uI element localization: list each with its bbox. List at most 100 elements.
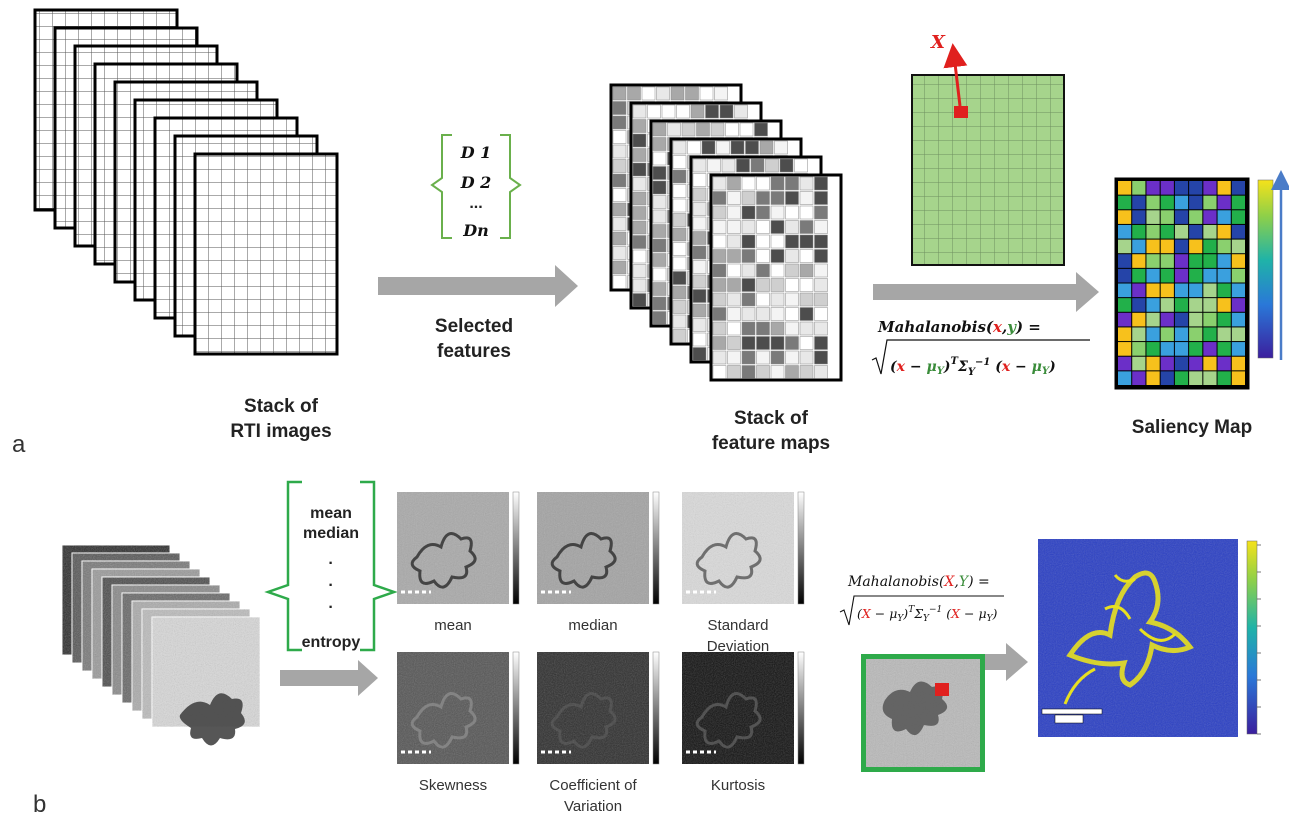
saliency-cell — [1231, 356, 1245, 371]
pixel-selection-image — [861, 654, 985, 772]
saliency-cell — [1189, 298, 1203, 312]
saliency-result-image — [1038, 539, 1238, 737]
saliency-cell — [1189, 254, 1203, 268]
feature-entropy: entropy — [302, 634, 361, 651]
saliency-cell — [1146, 239, 1160, 254]
stat-map-label: Deviation — [707, 638, 770, 655]
saliency-cell — [1174, 298, 1189, 312]
arrow-to-feature-maps — [378, 265, 578, 307]
saliency-cell — [1189, 210, 1203, 224]
descriptor-n: Dn — [462, 221, 489, 240]
saliency-cell — [1146, 312, 1160, 327]
selected-features-label-line1: Selected — [435, 316, 513, 337]
saliency-cell — [1146, 224, 1160, 239]
saliency-cell — [1160, 371, 1174, 385]
saliency-cell — [1146, 298, 1160, 312]
saliency-cell — [1174, 239, 1189, 254]
saliency-cell — [1217, 327, 1231, 342]
stat-map-median: median — [537, 491, 660, 634]
saliency-cell — [1231, 312, 1245, 327]
saliency-cell — [1118, 181, 1132, 195]
saliency-cell — [1132, 195, 1146, 210]
saliency-cell — [1132, 342, 1146, 356]
stat-map-label: median — [568, 617, 617, 634]
saliency-cell — [1189, 224, 1203, 239]
saliency-cell — [1174, 195, 1189, 210]
mahalanobis-formula-a: Mahalanobis(x,y) = (x − μY)TΣY−1 (x − μY… — [871, 318, 1090, 378]
saliency-cell — [1189, 371, 1203, 385]
saliency-cell — [1160, 327, 1174, 342]
saliency-cell — [1132, 312, 1146, 327]
saliency-cell — [1217, 195, 1231, 210]
saliency-cell — [1160, 342, 1174, 356]
saliency-cell — [1174, 268, 1189, 283]
saliency-cell — [1132, 224, 1146, 239]
saliency-cell — [1217, 224, 1231, 239]
saliency-cell — [1132, 254, 1146, 268]
saliency-cell — [1118, 254, 1132, 268]
saliency-cell — [1160, 312, 1174, 327]
feature-stack-label-line1: Stack of — [734, 408, 809, 429]
saliency-cell — [1231, 283, 1245, 298]
saliency-cell — [1132, 283, 1146, 298]
raw-image-stack — [61, 544, 261, 746]
stat-map-std: Standard Deviation — [682, 491, 805, 655]
saliency-cell — [1118, 371, 1132, 385]
saliency-cell — [1146, 371, 1160, 385]
stat-map-label: mean — [434, 617, 472, 634]
stat-map-skew: Skewness — [397, 651, 520, 794]
saliency-cell — [1203, 312, 1217, 327]
rti-stack-label-line2: RTI images — [230, 421, 331, 442]
saliency-cell — [1231, 195, 1245, 210]
stat-map-mean: mean — [397, 491, 520, 634]
stat-map-cv: Coefficient of Variation — [537, 651, 660, 815]
saliency-cell — [1174, 224, 1189, 239]
saliency-cell — [1132, 268, 1146, 283]
saliency-cell — [1146, 254, 1160, 268]
stat-map-label: Variation — [564, 798, 622, 815]
saliency-cell — [1118, 268, 1132, 283]
saliency-cell — [1217, 181, 1231, 195]
saliency-cell — [1118, 283, 1132, 298]
saliency-cell — [1203, 283, 1217, 298]
saliency-cell — [1203, 371, 1217, 385]
saliency-map-grid — [1114, 177, 1250, 390]
saliency-cell — [1132, 210, 1146, 224]
saliency-colorbar — [1257, 179, 1274, 359]
saliency-cell — [1203, 356, 1217, 371]
saliency-cell — [1146, 356, 1160, 371]
formula-b-line1: Mahalanobis(X,Y) = — [847, 574, 990, 590]
pixel-grid-panel: X — [911, 32, 1065, 266]
rti-image-stack — [33, 8, 339, 356]
saliency-cell — [1132, 327, 1146, 342]
saliency-cell — [1146, 210, 1160, 224]
saliency-cell — [1189, 356, 1203, 371]
saliency-cell — [1231, 371, 1245, 385]
saliency-cell — [1146, 283, 1160, 298]
saliency-cell — [1217, 254, 1231, 268]
saliency-cell — [1132, 371, 1146, 385]
saliency-cell — [1118, 312, 1132, 327]
saliency-cell — [1160, 224, 1174, 239]
saliency-cell — [1203, 298, 1217, 312]
rti-stack-label: Stack of RTI images — [230, 396, 331, 442]
saliency-cell — [1174, 371, 1189, 385]
saliency-cell — [1146, 181, 1160, 195]
saliency-cell — [1174, 342, 1189, 356]
feature-map-stack — [609, 83, 843, 382]
saliency-cell — [1118, 356, 1132, 371]
pixel-label: X — [930, 32, 946, 53]
saliency-cell — [1217, 312, 1231, 327]
stat-map-kurt: Kurtosis — [682, 651, 805, 794]
saliency-cell — [1203, 327, 1217, 342]
feature-map-layer — [709, 173, 843, 382]
saliency-cell — [1217, 239, 1231, 254]
panel-label-b: b — [33, 791, 46, 818]
descriptor-1: D 1 — [460, 143, 492, 162]
arrow-to-saliency — [873, 272, 1099, 312]
arrow-to-statistic-maps — [280, 660, 378, 696]
stat-map-label: Coefficient of — [549, 777, 637, 794]
saliency-cell — [1203, 268, 1217, 283]
saliency-cell — [1118, 327, 1132, 342]
